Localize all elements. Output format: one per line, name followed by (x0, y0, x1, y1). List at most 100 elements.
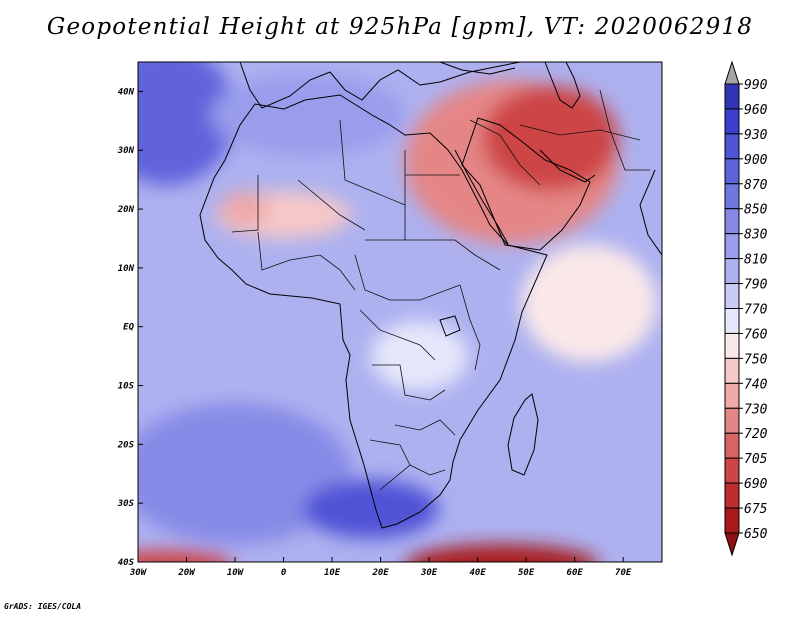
lon-label: 10W (227, 568, 245, 578)
colorbar-swatch (724, 258, 740, 285)
lon-label: 30E (420, 568, 438, 578)
map-frame (137, 61, 663, 563)
colorbar-level-label: 790 (744, 278, 768, 293)
colorbar-level-label: 810 (744, 253, 768, 268)
field-persian-heat-low (482, 85, 619, 192)
middle-east-border-1 (469, 119, 541, 186)
lon-label: 20W (177, 568, 196, 578)
colorbar-swatch (724, 208, 740, 235)
india-coastline (639, 169, 662, 256)
saharan-border-6 (405, 239, 501, 271)
colorbar-level-label: 650 (744, 527, 768, 542)
country-borders (231, 89, 650, 491)
lat-label: 30N (117, 146, 135, 156)
lon-label: 30W (129, 568, 148, 578)
lat-label: 30S (117, 499, 135, 509)
colorbar-level-label: 740 (744, 377, 768, 392)
middle-east-border-2 (519, 124, 641, 141)
field-south-atlantic-low (138, 550, 234, 562)
colorbar-level-label: 930 (744, 128, 768, 143)
colorbar-level-label: 750 (744, 352, 768, 367)
colorbar-swatch (724, 158, 740, 185)
colorbar-swatch (724, 482, 740, 509)
southern-africa-border-3 (369, 439, 411, 491)
colorbar-level-label: 990 (744, 78, 768, 93)
colorbar-swatch (724, 432, 740, 459)
colorbar-level-label: 730 (744, 402, 768, 417)
southern-africa-border-2 (394, 419, 456, 436)
field-southern-ocean-low (405, 544, 598, 562)
africa-coastline (199, 94, 548, 529)
lat-label: EQ (123, 323, 134, 333)
coastlines (199, 62, 662, 529)
colorbar-swatch (724, 83, 740, 110)
colorbar-bottom-arrow (724, 532, 740, 557)
lat-label: 10S (118, 382, 135, 392)
colorbar-level-label: 760 (744, 327, 768, 342)
lon-label: 10E (324, 568, 341, 578)
field-southern-africa-high (302, 479, 439, 539)
colorbar-swatch (724, 357, 740, 384)
field-central-africa-plateau (370, 320, 468, 392)
colorbar-swatch (724, 133, 740, 160)
colorbar-top-arrow (724, 60, 740, 85)
black-sea-coastline (439, 62, 516, 75)
colorbar-swatch (724, 233, 740, 260)
colorbar-level-label: 830 (744, 228, 768, 243)
caspian-coastline (544, 62, 581, 109)
lat-label: 40S (118, 558, 135, 568)
latitude-labels: 40N 30N 20N 10N EQ 10S 20S 30S 40S (117, 87, 143, 568)
colorbar-swatch (724, 183, 740, 210)
middle-east-border-3 (599, 89, 650, 171)
lon-label: 20E (371, 568, 389, 578)
lat-label: 20S (117, 440, 135, 450)
colorbar-level-label: 960 (744, 103, 768, 118)
lat-label: 40N (118, 87, 135, 97)
saharan-border-2 (297, 179, 366, 231)
europe-coastline (239, 62, 521, 109)
central-africa-border-1 (354, 254, 461, 301)
colorbar-swatch (724, 382, 740, 409)
colorbar-swatch (724, 283, 740, 309)
madagascar-coastline (507, 393, 539, 476)
lake-victoria-coastline (439, 315, 461, 337)
geopotential-field (138, 62, 658, 562)
field-west-sahara-low (220, 191, 269, 227)
colorbar-swatch (724, 332, 740, 359)
lat-label: 20N (117, 205, 135, 215)
lon-label: 60E (567, 568, 584, 578)
southern-africa-border-1 (372, 364, 446, 401)
colorbar-swatch (724, 407, 740, 434)
central-africa-border-2 (359, 309, 436, 361)
longitude-labels: 30W 20W 10W 0 10E 20E 30E 40E 50E 60E 70E (129, 557, 632, 578)
saharan-border-1 (231, 175, 259, 233)
arabia-coastline (461, 117, 591, 251)
field-horn-low (521, 244, 658, 362)
west-africa-border (257, 231, 356, 291)
grads-credit: GrADS: IGES/COLA (4, 602, 82, 611)
field-south-atlantic-high (138, 403, 352, 545)
lat-label: 10N (118, 264, 135, 274)
colorbar-level-label: 770 (744, 303, 768, 318)
colorbar-swatch (724, 308, 740, 334)
colorbar-level-label: 870 (744, 178, 768, 193)
map-plot-area (138, 62, 662, 562)
red-sea-coastline (454, 149, 509, 245)
field-north-atlantic-ridge (138, 62, 236, 186)
lon-label: 70E (615, 568, 632, 578)
east-africa-border (459, 284, 481, 371)
colorbar-level-label: 675 (744, 502, 768, 517)
colorbar: 990 960 930 900 870 850 830 810 790 770 760 750 740 7… (724, 60, 768, 557)
lon-label: 40E (469, 568, 486, 578)
map-title: Geopotential Height at 925hPa [gpm], VT:… (46, 14, 754, 40)
persian-gulf-coastline (539, 149, 596, 183)
lon-label: 50E (518, 568, 535, 578)
southern-africa-border-4 (409, 464, 446, 476)
colorbar-level-label: 705 (744, 452, 768, 467)
field-mediterranean-ridge (210, 73, 405, 157)
colorbar-swatch (724, 507, 740, 534)
colorbar-swatch (724, 457, 740, 484)
colorbar-level-label: 850 (744, 203, 768, 218)
colorbar-level-label: 720 (744, 427, 768, 442)
